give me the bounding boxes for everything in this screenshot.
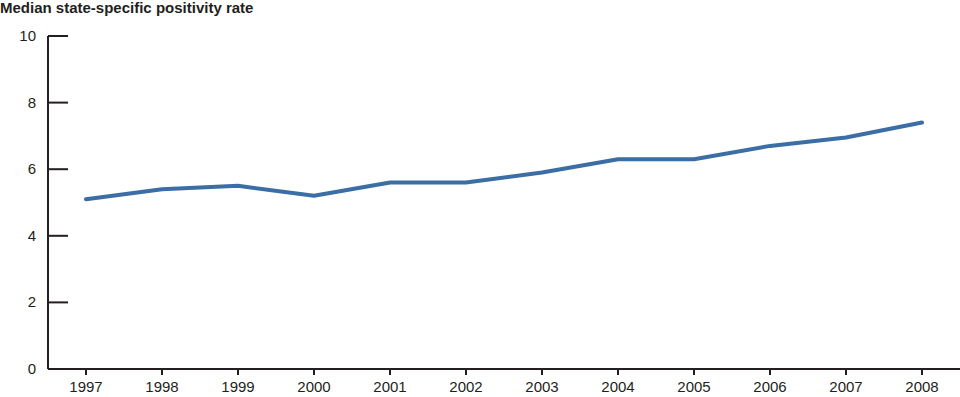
x-tick: [617, 369, 619, 375]
y-tick: [48, 235, 68, 237]
x-tick-label: 1998: [145, 378, 178, 395]
x-tick: [921, 369, 923, 375]
x-tick: [769, 369, 771, 375]
plot-area: [86, 123, 922, 200]
x-tick: [845, 369, 847, 375]
x-tick-label: 2001: [373, 378, 406, 395]
x-tick: [85, 369, 87, 375]
title: Median state-specific positivity rate: [0, 0, 253, 16]
x-tick-label: 2000: [297, 378, 330, 395]
x-tick: [313, 369, 315, 375]
x-tick-label: 1997: [69, 378, 102, 395]
x-tick-label: 2003: [525, 378, 558, 395]
x-tick-label: 2004: [601, 378, 634, 395]
y-tick-label: 8: [28, 94, 36, 111]
x-tick-label: 2007: [829, 378, 862, 395]
y-tick-label: 6: [28, 160, 36, 177]
x-tick-label: 1999: [221, 378, 254, 395]
x-tick: [161, 369, 163, 375]
x-tick: [237, 369, 239, 375]
y-tick: [48, 168, 68, 170]
chart: Median state-specific positivity rate 0 2 4…: [0, 0, 960, 397]
x-tick-label: 2005: [677, 378, 710, 395]
x-tick-label: 2002: [449, 378, 482, 395]
x-tick: [693, 369, 695, 375]
y-tick-label: 10: [19, 27, 36, 44]
x-tick: [465, 369, 467, 375]
x-tick-label: 2006: [753, 378, 786, 395]
page: {"chart_data": {"type": "line", "title":…: [0, 0, 960, 397]
x-tick-label: 2008: [905, 378, 938, 395]
data-line: [86, 123, 922, 200]
y-tick: [48, 35, 68, 37]
y-tick: [48, 301, 68, 303]
y-tick: [48, 102, 68, 104]
x-tick: [389, 369, 391, 375]
y-axis: [47, 36, 49, 369]
y-tick-label: 0: [28, 360, 36, 377]
x-tick: [541, 369, 543, 375]
x-axis: [48, 368, 960, 370]
y-tick-label: 4: [28, 227, 36, 244]
y-tick-label: 2: [28, 293, 36, 310]
